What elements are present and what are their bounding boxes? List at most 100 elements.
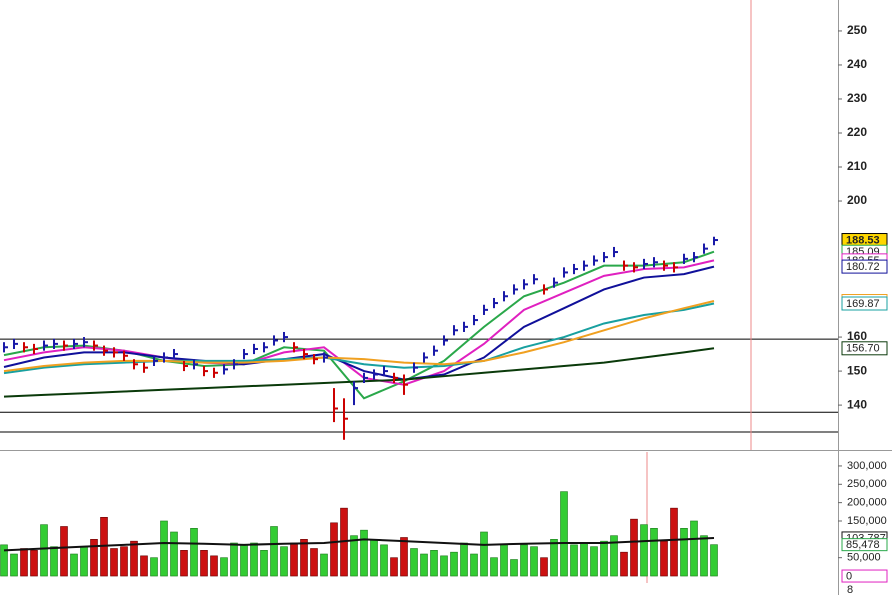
volume-bar: [270, 526, 278, 577]
volume-bar: [190, 528, 198, 577]
price-badge-label: 185.09: [846, 246, 880, 258]
volume-bar: [550, 539, 558, 577]
volume-bar: [580, 542, 588, 577]
price-badge: [841, 538, 888, 552]
price-badge-label: 156.70: [846, 343, 880, 355]
volume-bar: [440, 555, 448, 577]
y-tick-label: 50,000: [847, 552, 881, 564]
y-tick-label: 150: [847, 363, 867, 377]
volume-bar: [120, 546, 128, 577]
volume-bar: [10, 553, 18, 577]
volume-bar: [660, 540, 668, 577]
volume-bar: [520, 544, 528, 577]
volume-bar: [350, 535, 358, 577]
volume-bar: [250, 542, 258, 577]
volume-bar: [30, 550, 38, 577]
volume-bar: [60, 526, 68, 577]
volume-bar: [210, 555, 218, 577]
volume-bar: [50, 546, 58, 577]
volume-bar: [280, 546, 288, 577]
volume-bar: [230, 542, 238, 577]
volume-bar: [590, 546, 598, 577]
price-badge-label: 85,478: [846, 539, 880, 551]
y-tick-label: 200,000: [847, 497, 887, 509]
volume-bar: [260, 550, 268, 577]
volume-bar: [510, 559, 518, 577]
price-badge: [841, 341, 888, 356]
volume-bar: [380, 544, 388, 577]
volume-bar: [470, 553, 478, 577]
volume-bar: [430, 550, 438, 577]
volume-bar: [610, 535, 618, 577]
volume-bar: [150, 557, 158, 577]
moving-average: [3, 536, 715, 552]
volume-bar: [160, 520, 168, 577]
volume-bar: [630, 518, 638, 577]
volume-bar: [570, 544, 578, 577]
volume-bar: [220, 557, 228, 577]
volume-bar: [450, 551, 458, 577]
volume-bar: [40, 524, 48, 577]
volume-bar: [290, 542, 298, 577]
volume-bar: [170, 531, 178, 577]
volume-bar: [710, 544, 718, 577]
volume-bar: [180, 550, 188, 577]
price-badge-label: 169.87: [846, 298, 880, 310]
panel-footer: 8: [847, 584, 853, 595]
y-tick-label: 230: [847, 91, 867, 105]
y-tick-label: 140: [847, 397, 867, 411]
volume-bar: [690, 520, 698, 577]
volume-bar: [390, 557, 398, 577]
volume-bar: [320, 553, 328, 577]
volume-bar: [310, 548, 318, 577]
y-tick-label: 220: [847, 125, 867, 139]
price-badge-label: 188.53: [846, 234, 880, 246]
volume-bar: [70, 553, 78, 577]
volume-bar: [80, 546, 88, 577]
volume-bar: [420, 553, 428, 577]
volume-bar: [370, 539, 378, 577]
moving-average: [3, 302, 715, 375]
y-tick-label: 200: [847, 193, 867, 207]
volume-bar: [620, 551, 628, 577]
volume-bar: [560, 491, 568, 577]
volume-bar: [300, 539, 308, 577]
volume-bar: [500, 544, 508, 577]
volume-bar: [600, 540, 608, 577]
price-badge: [841, 296, 888, 311]
volume-bar: [410, 548, 418, 577]
volume-bar: [360, 529, 368, 577]
volume-bar: [680, 528, 688, 577]
y-tick-label: 300,000: [847, 460, 887, 472]
volume-bar: [490, 557, 498, 577]
y-tick-label: 150,000: [847, 515, 887, 527]
y-tick-label: 160: [847, 329, 867, 343]
volume-bar: [330, 522, 338, 577]
volume-bar: [480, 531, 488, 577]
volume-bar: [530, 546, 538, 577]
y-tick-label: 240: [847, 57, 867, 71]
volume-bar: [240, 544, 248, 577]
volume-bar: [400, 537, 408, 577]
volume-bar: [140, 555, 148, 577]
volume-bar: [20, 548, 28, 577]
volume-bar: [640, 524, 648, 577]
volume-bar: [540, 557, 548, 577]
y-tick-label: 210: [847, 159, 867, 173]
price-badge-label: 0: [846, 570, 852, 582]
volume-bar: [0, 544, 8, 577]
price-badge-label: 180.72: [846, 261, 880, 273]
volume-bar: [460, 542, 468, 577]
volume-bar: [110, 548, 118, 577]
price-badge: [841, 259, 888, 274]
volume-bar: [130, 540, 138, 577]
volume-bar: [650, 528, 658, 577]
volume-bar: [700, 535, 708, 577]
price-badge: [841, 569, 888, 583]
volume-bar: [90, 539, 98, 577]
y-tick-label: 250: [847, 23, 867, 37]
volume-bar: [670, 507, 678, 577]
y-tick-label: 250,000: [847, 478, 887, 490]
